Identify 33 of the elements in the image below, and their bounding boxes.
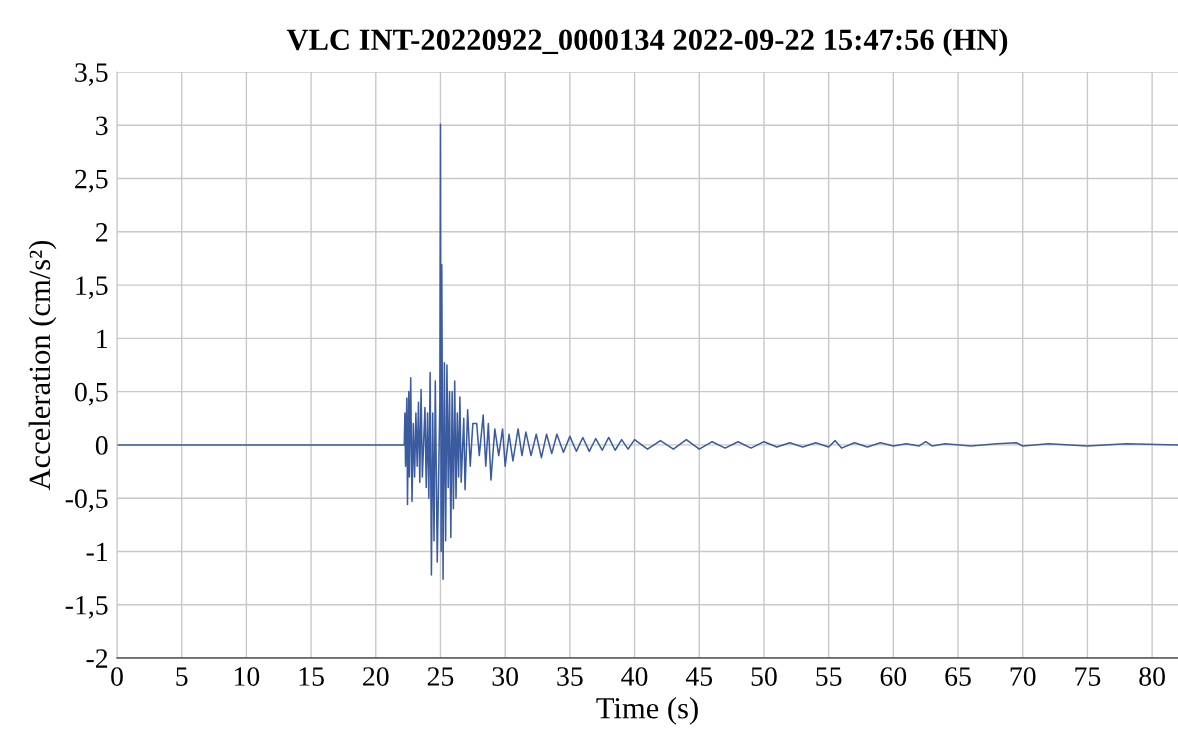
x-tick-label: 20	[363, 667, 389, 686]
x-tick-label: 15	[299, 667, 324, 686]
x-tick-label: 65	[945, 667, 971, 686]
x-tick-label: 50	[751, 667, 777, 686]
x-tick-label: 25	[427, 667, 454, 686]
line-series	[117, 123, 1178, 580]
x-tick-label: 30	[492, 667, 518, 686]
x-tick-label: 0	[111, 667, 123, 686]
y-tick-label: 3,5	[75, 63, 108, 86]
y-tick-label: 2,5	[75, 169, 108, 193]
x-tick-label: 35	[557, 667, 583, 686]
x-tick-label: 60	[880, 667, 907, 686]
y-tick-label: 2	[96, 223, 108, 242]
chart-title: VLC INT-20220922_0000134 2022-09-22 15:47:56 (HN)	[286, 28, 1008, 57]
x-tick-label: 5	[176, 667, 188, 686]
y-tick-label: 1	[97, 329, 107, 348]
x-tick-label: 10	[234, 667, 260, 686]
x-axis-title: Time (s)	[596, 697, 698, 725]
y-tick-label: 3	[96, 116, 108, 136]
y-tick-label: 0,5	[75, 382, 108, 406]
y-tick-label: -1,5	[65, 596, 108, 619]
y-tick-label: -1	[86, 542, 107, 562]
y-tick-label: 0	[95, 436, 108, 455]
x-tick-label: 40	[621, 667, 648, 686]
x-tick-label: 45	[685, 667, 713, 686]
y-tick-label: -2	[86, 649, 108, 668]
x-tick-label: 55	[816, 667, 842, 686]
x-tick-label: 80	[1139, 667, 1165, 686]
y-axis-title: Acceleration (cm/s²)	[28, 240, 57, 491]
y-tick-label: -0,5	[65, 489, 108, 513]
x-tick-label: 70	[1010, 667, 1036, 686]
y-tick-label: 1,5	[76, 276, 108, 299]
x-tick-label: 75	[1075, 667, 1101, 686]
